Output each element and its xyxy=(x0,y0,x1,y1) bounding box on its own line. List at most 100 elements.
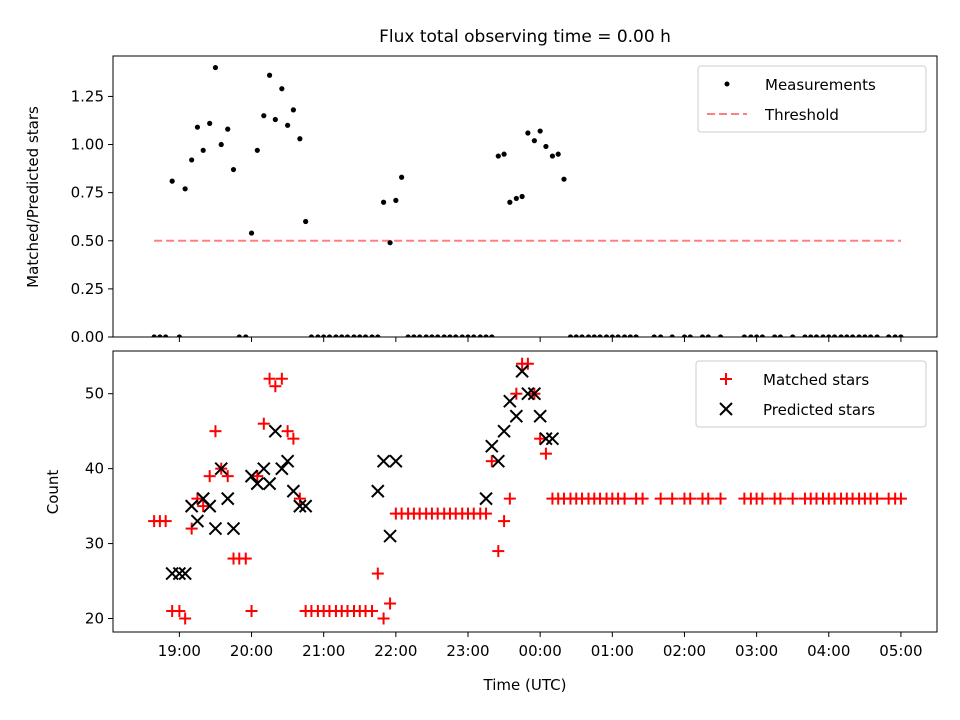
measurement-point-61 xyxy=(519,193,525,200)
matched-point-58 xyxy=(498,515,511,528)
predicted-point-28 xyxy=(497,424,511,438)
bottom-legend-box xyxy=(695,360,927,428)
measurement-point-70 xyxy=(573,334,579,337)
matched-point-110 xyxy=(894,492,907,505)
matched-point-12 xyxy=(221,470,234,483)
legend-threshold-label: Threshold xyxy=(764,106,839,124)
matched-point-65 xyxy=(539,447,552,460)
measurement-point-20 xyxy=(272,116,278,123)
matched-point-17 xyxy=(251,470,264,483)
top-y-ticks: 0.00 0.25 0.50 0.75 1.00 1.25 xyxy=(71,87,113,346)
measurement-point-35 xyxy=(362,334,369,337)
measurement-point-65 xyxy=(543,143,549,150)
measurement-point-5 xyxy=(182,186,188,192)
matched-point-59 xyxy=(503,492,516,505)
predicted-point-8 xyxy=(214,461,228,476)
bottom-x-tick-label-6: 01:00 xyxy=(591,642,634,660)
measurement-point-1 xyxy=(157,334,163,337)
predicted-point-9 xyxy=(221,491,235,506)
bottom-y-tick-label-0: 20 xyxy=(85,610,104,628)
bottom-y-tick-label-1: 30 xyxy=(85,535,104,553)
bottom-panel: 20 30 40 50 19:00 20:00 21:00 22:00 23:00 00:00 0… xyxy=(44,350,938,694)
measurement-point-73 xyxy=(591,334,597,337)
measurement-point-84 xyxy=(681,334,688,337)
bottom-x-tick-label-4: 23:00 xyxy=(446,642,489,660)
measurement-point-56 xyxy=(489,334,495,337)
predicted-point-4 xyxy=(190,514,205,528)
measurement-point-79 xyxy=(627,334,633,337)
predicted-point-6 xyxy=(202,499,217,513)
measurement-point-90 xyxy=(748,334,754,337)
top-panel: Flux total observing time = 0.00 h 0.000… xyxy=(24,27,938,346)
matched-point-55 xyxy=(480,507,493,520)
measurement-point-8 xyxy=(200,147,206,153)
measurement-point-27 xyxy=(315,334,321,337)
measurement-point-44 xyxy=(417,334,423,337)
measurement-point-4 xyxy=(176,334,182,337)
matched-point-16 xyxy=(245,605,258,618)
measurement-point-100 xyxy=(826,334,832,337)
bottom-y-tick-label-3: 50 xyxy=(85,385,104,403)
matched-point-22 xyxy=(281,425,294,438)
measurement-point-10 xyxy=(212,64,219,71)
predicted-point-20 xyxy=(298,499,313,513)
predicted-point-7 xyxy=(208,521,223,536)
measurement-point-29 xyxy=(326,334,333,337)
predicted-point-35 xyxy=(539,431,553,446)
matched-point-39 xyxy=(384,597,397,610)
measurement-point-52 xyxy=(465,334,471,337)
bottom-x-tick-label-7: 02:00 xyxy=(663,642,706,660)
measurement-point-54 xyxy=(477,334,483,337)
predicted-point-22 xyxy=(376,454,391,468)
measurement-point-46 xyxy=(429,334,435,337)
matched-point-21 xyxy=(275,372,288,385)
measurement-point-103 xyxy=(844,334,850,337)
measurement-point-41 xyxy=(399,174,405,180)
measurement-point-33 xyxy=(351,334,357,337)
measurement-point-7 xyxy=(194,124,201,130)
matched-point-10 xyxy=(209,425,222,438)
legend-measurements-marker xyxy=(724,81,730,87)
predicted-point-31 xyxy=(515,364,529,378)
predicted-point-21 xyxy=(371,484,385,498)
measurement-point-64 xyxy=(537,128,543,134)
measurement-point-3 xyxy=(169,178,175,184)
bottom-y-ticks: 20 30 40 50 xyxy=(85,385,113,628)
matched-point-81 xyxy=(654,492,667,505)
top-y-axis-label: Matched/Predicted stars xyxy=(24,106,42,288)
bottom-x-axis-label: Time (UTC) xyxy=(483,676,567,694)
matched-point-86 xyxy=(702,492,715,505)
predicted-point-14 xyxy=(262,476,277,491)
measurement-point-98 xyxy=(813,334,820,337)
measurement-point-53 xyxy=(471,334,477,337)
measurement-point-67 xyxy=(555,151,561,157)
measurement-point-77 xyxy=(615,334,621,337)
measurement-point-37 xyxy=(375,334,381,337)
measurement-point-82 xyxy=(658,334,664,337)
predicted-point-30 xyxy=(509,409,524,423)
top-y-tick-label-2: 0.50 xyxy=(71,232,104,250)
predicted-point-1 xyxy=(172,566,187,581)
measurement-point-59 xyxy=(507,199,513,205)
matched-point-91 xyxy=(756,492,769,505)
top-y-tick-label-5: 1.25 xyxy=(71,87,104,105)
measurement-point-89 xyxy=(741,334,747,337)
measurement-point-108 xyxy=(874,334,880,337)
predicted-point-33 xyxy=(527,387,542,401)
measurement-point-72 xyxy=(585,334,592,337)
measurement-point-50 xyxy=(453,334,459,337)
matched-point-20 xyxy=(269,380,282,393)
measurement-point-31 xyxy=(339,334,345,337)
bottom-x-tick-label-9: 04:00 xyxy=(807,642,850,660)
predicted-point-12 xyxy=(250,476,265,491)
matched-point-80 xyxy=(636,492,649,505)
measurement-point-71 xyxy=(579,334,585,337)
legend-matched-label: Matched stars xyxy=(763,371,869,389)
bottom-y-axis-label: Count xyxy=(44,470,62,515)
measurement-point-40 xyxy=(393,197,399,203)
measurement-point-36 xyxy=(369,334,375,337)
measurement-point-110 xyxy=(892,334,898,337)
measurement-point-0 xyxy=(151,334,157,337)
matched-point-37 xyxy=(371,567,384,580)
predicted-point-15 xyxy=(268,424,283,438)
